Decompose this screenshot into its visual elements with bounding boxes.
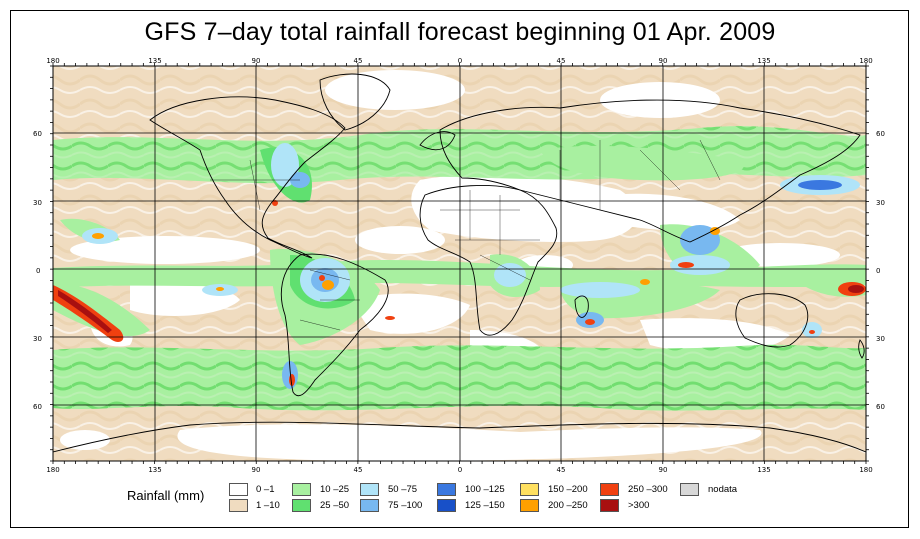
legend-swatch-250-300 [600, 483, 619, 496]
lon-top-3: 45 [354, 57, 363, 65]
lon-bottom-2: 90 [252, 466, 261, 474]
lon-bottom-1: 135 [148, 466, 161, 474]
legend-label-25-50: 25 –50 [320, 500, 350, 511]
legend-label-50-75: 50 –75 [388, 484, 418, 495]
legend-label-200-250: 200 –250 [548, 500, 588, 511]
lon-top-7: 135 [757, 57, 770, 65]
legend-label-100-125: 100 –125 [465, 484, 505, 495]
lon-bottom-4: 0 [458, 466, 462, 474]
legend-label-150-200: 150 –200 [548, 484, 588, 495]
lon-top-8: 180 [859, 57, 872, 65]
lon-top-6: 90 [659, 57, 668, 65]
lat-left-0: 60 [33, 130, 42, 138]
lon-top-4: 0 [458, 57, 462, 65]
legend-label-over-300: >300 [628, 500, 650, 511]
legend-swatch-125-150 [437, 499, 456, 512]
legend-label-125-150: 125 –150 [465, 500, 505, 511]
legend-label-0-1: 0 –1 [256, 484, 275, 495]
lat-left-3: 30 [33, 335, 42, 343]
country-borders [210, 139, 721, 331]
legend-swatch-0-1 [229, 483, 248, 496]
legend-swatch-50-75 [360, 483, 379, 496]
lon-bottom-3: 45 [354, 466, 363, 474]
lat-right-2: 0 [876, 267, 880, 275]
legend-label-nodata: nodata [708, 484, 738, 495]
lon-bottom-6: 90 [659, 466, 668, 474]
map-title: GFS 7–day total rainfall forecast beginn… [144, 18, 776, 46]
legend-label-10-25: 10 –25 [320, 484, 350, 495]
rainfall-field [53, 66, 866, 461]
lon-top-0: 180 [46, 57, 59, 65]
lon-top-1: 135 [148, 57, 161, 65]
lon-bottom-0: 180 [46, 466, 59, 474]
latitude-labels-left: 60 30 0 30 60 [33, 130, 42, 411]
legend-swatch-over-300 [600, 499, 619, 512]
legend-swatch-100-125 [437, 483, 456, 496]
legend-swatch-25-50 [292, 499, 311, 512]
tick-marks [50, 63, 869, 464]
green-bands [53, 126, 866, 411]
lat-right-4: 60 [876, 403, 885, 411]
lon-bottom-5: 45 [557, 466, 566, 474]
coastlines [53, 73, 866, 461]
lat-left-4: 60 [33, 403, 42, 411]
legend-title: Rainfall (mm) [127, 488, 205, 503]
lat-right-3: 30 [876, 335, 885, 343]
lat-right-1: 30 [876, 199, 885, 207]
legend-label-250-300: 250 –300 [628, 484, 668, 495]
legend-swatch-10-25 [292, 483, 311, 496]
lon-bottom-8: 180 [859, 466, 872, 474]
lon-bottom-7: 135 [757, 466, 770, 474]
legend-label-75-100: 75 –100 [388, 500, 423, 511]
legend-swatch-1-10 [229, 499, 248, 512]
lat-right-0: 60 [876, 130, 885, 138]
latitude-labels-right: 60 30 0 30 60 [876, 130, 885, 411]
longitude-labels-bottom: 180 135 90 45 0 45 90 135 180 [46, 466, 872, 474]
extreme-rain [53, 200, 866, 386]
legend-swatch-nodata [680, 483, 699, 496]
graticule [53, 66, 866, 461]
longitude-labels-top: 180 135 90 45 0 45 90 135 180 [46, 57, 872, 65]
lat-left-1: 30 [33, 199, 42, 207]
legend-swatch-75-100 [360, 499, 379, 512]
legend-swatch-150-200 [520, 483, 539, 496]
legend-swatch-200-250 [520, 499, 539, 512]
legend-label-1-10: 1 –10 [256, 500, 280, 511]
lon-top-5: 45 [557, 57, 566, 65]
lon-top-2: 90 [252, 57, 261, 65]
lat-left-2: 0 [36, 267, 40, 275]
